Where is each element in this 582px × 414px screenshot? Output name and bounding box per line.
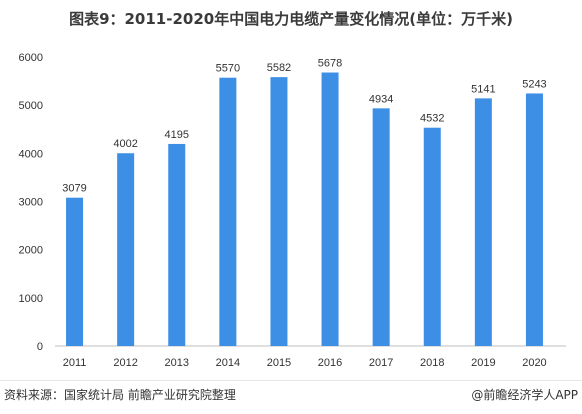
y-tick-label: 3000	[19, 197, 43, 209]
x-tick-label: 2016	[318, 357, 342, 369]
chart-title: 图表9：2011-2020年中国电力电缆产量变化情况(单位：万千米)	[69, 10, 513, 28]
x-tick-label: 2017	[369, 357, 393, 369]
x-tick-label: 2019	[471, 357, 495, 369]
bar	[525, 93, 543, 347]
source-note: 资料来源：国家统计局 前瞻产业研究院整理	[4, 388, 236, 402]
bar	[117, 153, 135, 346]
data-label: 3079	[62, 183, 86, 195]
bar	[168, 143, 186, 346]
data-label: 5570	[216, 63, 240, 75]
data-label: 4934	[369, 93, 393, 105]
bar	[423, 127, 441, 346]
footer-divider	[0, 380, 582, 381]
bar	[474, 98, 492, 346]
x-tick-label: 2013	[165, 357, 189, 369]
y-tick-label: 4000	[19, 148, 43, 160]
y-tick-label: 1000	[19, 293, 43, 305]
data-label: 4195	[165, 129, 189, 141]
data-labels: 3079 4002 4195 5570 5582 5678 4934 4532 5141 5243	[62, 58, 546, 195]
data-label: 5678	[318, 58, 342, 70]
bar	[270, 77, 288, 346]
credit-note: @前瞻经济学人APP	[471, 388, 578, 402]
x-tick-label: 2012	[113, 357, 137, 369]
bar	[66, 197, 84, 346]
y-tick-label: 0	[37, 341, 43, 353]
bar	[321, 72, 339, 346]
data-label: 4532	[420, 113, 444, 125]
y-tick-label: 2000	[19, 245, 43, 257]
bar	[219, 77, 237, 346]
x-tick-label: 2015	[267, 357, 291, 369]
data-label: 5141	[471, 83, 495, 95]
x-tick-label: 2018	[420, 357, 444, 369]
y-tick-label: 5000	[19, 100, 43, 112]
x-tick-label: 2011	[63, 357, 87, 369]
x-tick-label: 2014	[216, 357, 240, 369]
data-label: 5243	[522, 78, 546, 90]
bar-series	[66, 72, 543, 347]
y-tick-label: 6000	[19, 52, 43, 64]
bar	[372, 108, 390, 346]
x-tick-label: 2020	[522, 357, 546, 369]
data-label: 4002	[113, 138, 137, 150]
data-label: 5582	[267, 62, 291, 74]
chart-axes: 0 1000 2000 3000 4000 5000 6000 2011 2012 2013 201…	[19, 52, 566, 369]
